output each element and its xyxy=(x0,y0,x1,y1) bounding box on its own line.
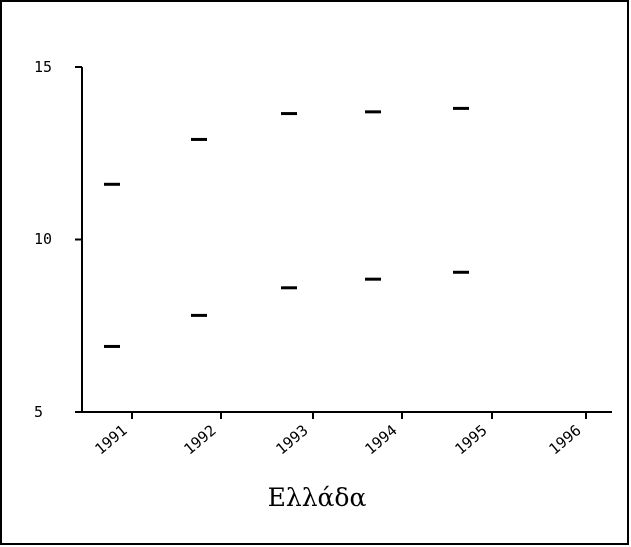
x-tick-label-1993: 1993 xyxy=(272,421,311,458)
x-axis-title: Ελλάδα xyxy=(268,483,367,512)
x-ticks xyxy=(131,412,587,419)
y-ticks xyxy=(75,66,82,413)
x-tick-label-1996: 1996 xyxy=(545,421,584,458)
y-tick-label-10: 10 xyxy=(34,230,52,248)
x-tick-label-1991: 1991 xyxy=(91,421,130,458)
x-tick-label-1995: 1995 xyxy=(451,421,490,458)
x-tick-label-1992: 1992 xyxy=(180,421,219,458)
y-tick-label-5: 5 xyxy=(34,403,43,421)
y-tick-label-15: 15 xyxy=(34,58,52,76)
axes xyxy=(81,67,612,413)
x-tick-label-1994: 1994 xyxy=(361,421,400,458)
x-tick-labels: 1991 1992 1993 1994 1995 1996 xyxy=(91,421,584,458)
data-marks xyxy=(104,106,469,348)
